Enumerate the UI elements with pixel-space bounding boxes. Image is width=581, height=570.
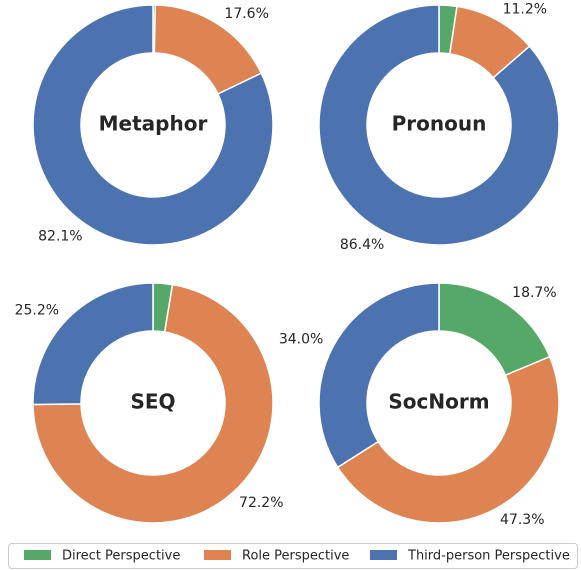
donut-segment — [32, 4, 274, 246]
value-label: 25.2% — [15, 302, 59, 318]
donut-title: Pronoun — [392, 112, 487, 136]
donut-segment — [32, 283, 274, 524]
value-label: 47.3% — [500, 512, 544, 528]
value-label: 11.2% — [503, 1, 547, 17]
value-label: 86.4% — [340, 237, 384, 253]
value-label: 82.1% — [38, 229, 82, 245]
value-label: 72.2% — [239, 495, 283, 511]
donut-segment — [318, 282, 440, 469]
donut-title: Metaphor — [99, 112, 208, 136]
legend-label: Role Perspective — [242, 549, 349, 564]
donut-segment — [336, 355, 560, 524]
value-label: 17.6% — [224, 6, 268, 22]
value-label: 18.7% — [512, 285, 556, 301]
legend-swatch — [370, 550, 397, 560]
donut-segment — [32, 282, 154, 406]
legend-label: Third-person Perspective — [407, 549, 570, 564]
legend-label: Direct Perspective — [62, 549, 180, 564]
donut-title: SEQ — [130, 390, 175, 414]
donut-title: SocNorm — [388, 390, 489, 414]
legend-box — [8, 543, 578, 569]
legend-swatch — [204, 550, 231, 560]
value-label: 34.0% — [279, 331, 323, 347]
donut-segment — [318, 4, 560, 246]
legend-swatch — [24, 550, 51, 560]
